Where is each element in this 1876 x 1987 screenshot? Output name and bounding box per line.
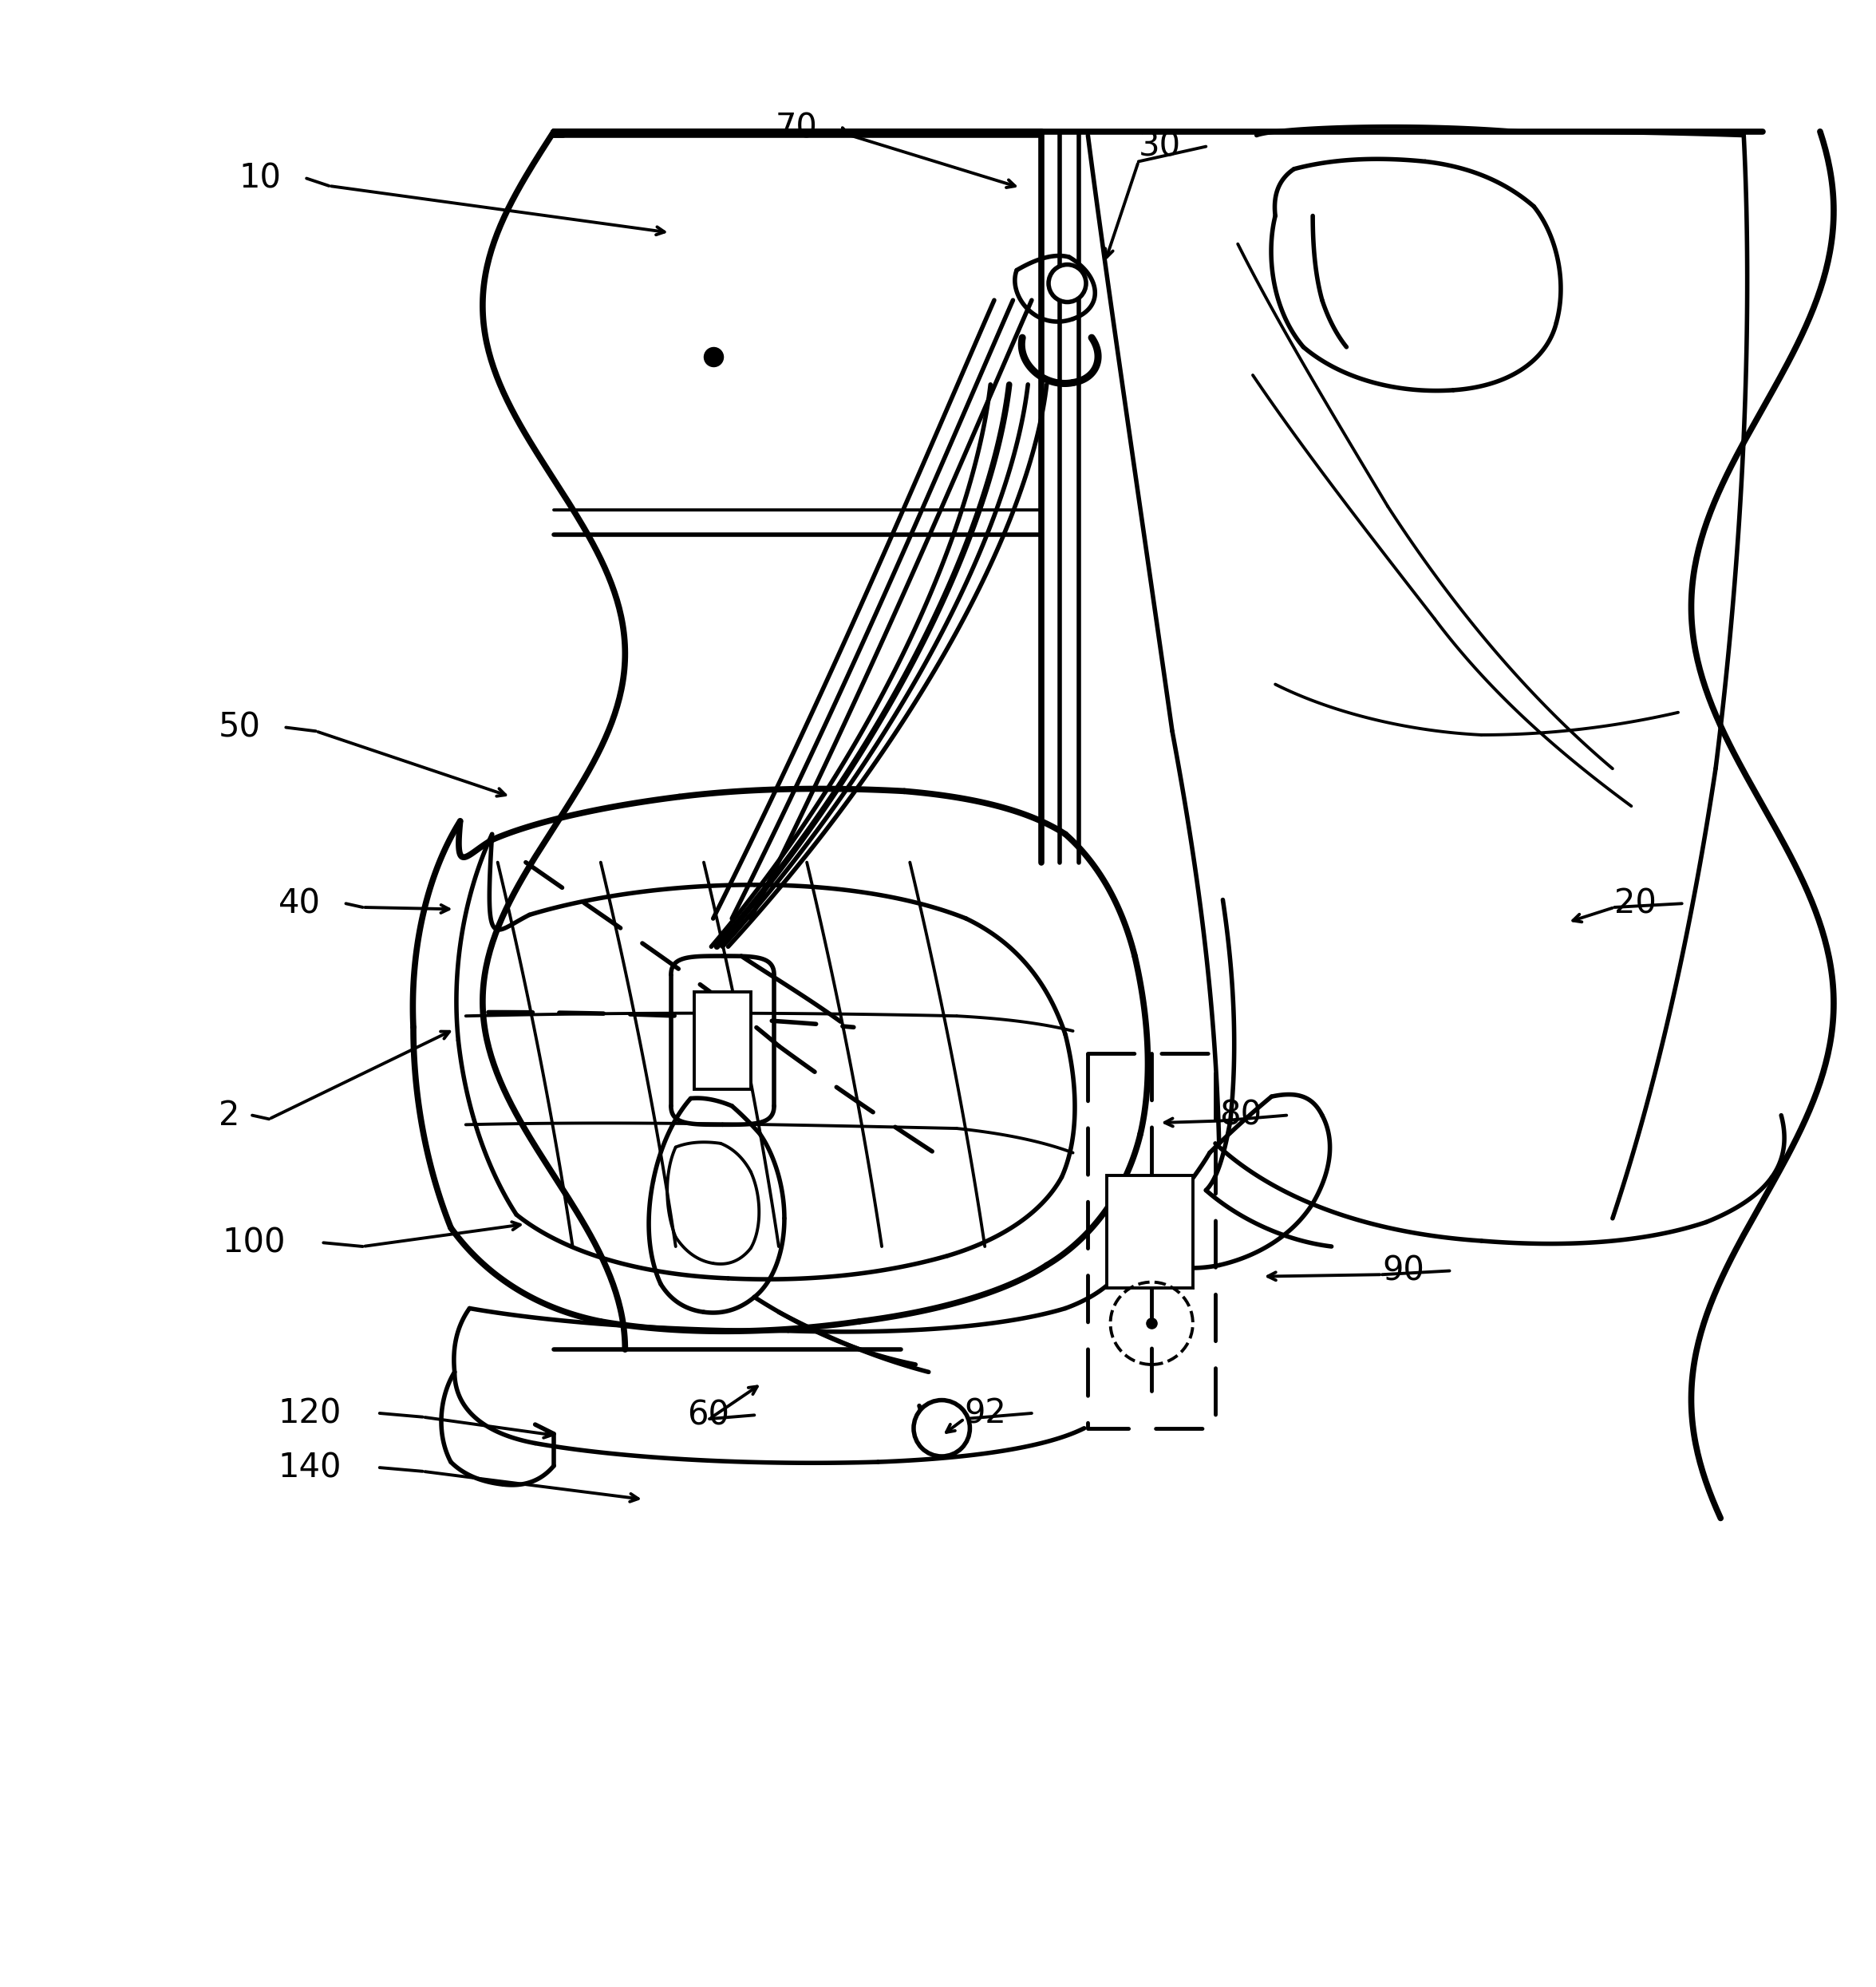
Text: 120: 120 (278, 1397, 341, 1431)
Point (698, 340, 728, 372)
Text: 40: 40 (278, 886, 321, 920)
Bar (1107, 1174, 1193, 1288)
Text: 92: 92 (964, 1397, 1006, 1431)
Text: 100: 100 (221, 1226, 285, 1260)
Text: 60: 60 (687, 1399, 730, 1433)
Circle shape (1049, 264, 1086, 302)
Point (1137, 1307, 1167, 1339)
Text: 10: 10 (238, 161, 281, 195)
Circle shape (914, 1401, 970, 1456)
Text: 20: 20 (1615, 886, 1657, 920)
Text: 140: 140 (278, 1451, 341, 1484)
Bar (694, 992, 750, 1089)
Text: 70: 70 (775, 111, 818, 145)
Text: 80: 80 (1219, 1099, 1261, 1133)
Text: 30: 30 (1139, 129, 1180, 163)
Text: 2: 2 (218, 1099, 240, 1133)
Text: 50: 50 (218, 711, 261, 745)
Text: 90: 90 (1383, 1254, 1424, 1288)
